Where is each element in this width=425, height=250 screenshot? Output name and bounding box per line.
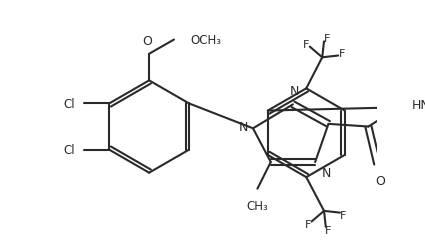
Text: F: F (303, 40, 309, 50)
Text: N: N (322, 167, 332, 180)
Text: F: F (325, 226, 332, 235)
Text: O: O (375, 175, 385, 188)
Text: HN: HN (412, 98, 425, 112)
Text: F: F (340, 210, 347, 220)
Text: OCH₃: OCH₃ (190, 34, 221, 47)
Text: Cl: Cl (64, 144, 75, 156)
Text: CH₃: CH₃ (246, 200, 268, 212)
Text: N: N (290, 85, 299, 98)
Text: N: N (238, 120, 248, 134)
Text: F: F (323, 34, 330, 43)
Text: F: F (339, 49, 345, 58)
Text: O: O (142, 34, 152, 48)
Text: F: F (305, 219, 311, 229)
Text: Cl: Cl (64, 98, 75, 110)
